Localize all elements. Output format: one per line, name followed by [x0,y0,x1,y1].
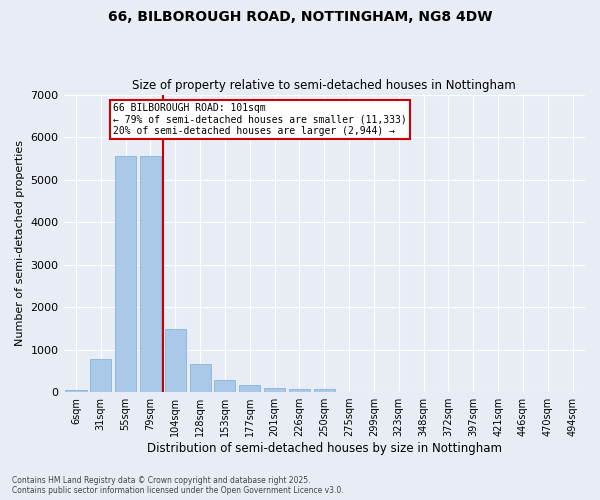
Bar [65,390,86,392]
Title: Size of property relative to semi-detached houses in Nottingham: Size of property relative to semi-detach… [133,79,516,92]
Bar [289,390,310,392]
Text: 66, BILBOROUGH ROAD, NOTTINGHAM, NG8 4DW: 66, BILBOROUGH ROAD, NOTTINGHAM, NG8 4DW [108,10,492,24]
Bar [314,390,335,392]
Bar [239,386,260,392]
Text: Contains HM Land Registry data © Crown copyright and database right 2025.
Contai: Contains HM Land Registry data © Crown c… [12,476,344,495]
Bar [214,380,235,392]
Bar [90,358,112,392]
Bar [140,156,161,392]
Bar [165,329,186,392]
Bar [115,156,136,392]
X-axis label: Distribution of semi-detached houses by size in Nottingham: Distribution of semi-detached houses by … [147,442,502,455]
Text: 66 BILBOROUGH ROAD: 101sqm
← 79% of semi-detached houses are smaller (11,333)
20: 66 BILBOROUGH ROAD: 101sqm ← 79% of semi… [113,103,407,136]
Bar [264,388,285,392]
Bar [190,364,211,392]
Y-axis label: Number of semi-detached properties: Number of semi-detached properties [15,140,25,346]
